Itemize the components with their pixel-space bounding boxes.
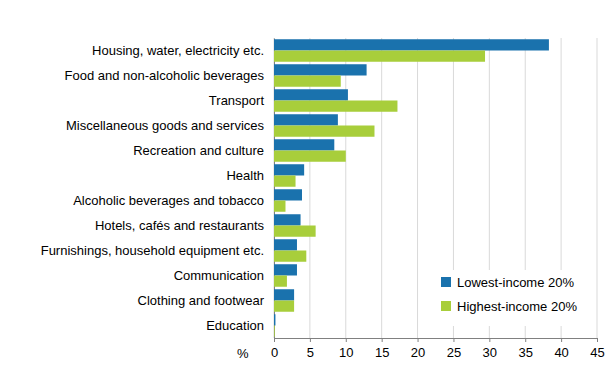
legend: Lowest-income 20% Highest-income 20% [433,270,591,326]
tick-mark [525,338,526,342]
tick-label: 10 [339,345,353,360]
tick-mark [346,338,347,342]
category-label: Furnishings, household equipment etc. [41,243,264,258]
tick-label: 35 [518,345,532,360]
legend-label: Highest-income 20% [457,299,577,314]
bar [274,239,297,250]
tick: Miscellaneous goods and services [66,118,274,133]
tick: 40 [554,338,568,360]
bar [274,51,485,62]
plot: 0 5 10 15 20 25 30 35 40 45 Housing, water, electr… [41,38,605,360]
grid-line [417,38,418,338]
bar [274,101,397,112]
legend-label: Lowest-income 20% [457,275,574,290]
tick-label: 20 [411,345,425,360]
grid-line [381,38,382,338]
bar [274,164,304,175]
bar [274,64,367,75]
tick-label: 30 [483,345,497,360]
tick: Health [226,168,274,183]
legend-background [433,270,591,326]
bar [274,126,374,137]
legend-entry: Lowest-income 20% [441,275,574,290]
bar [274,139,334,150]
bar [274,214,301,225]
category-label: Alcoholic beverages and tobacco [73,193,264,208]
bar [274,201,285,212]
tick: Food and non-alcoholic beverages [65,68,274,83]
tick: Furnishings, household equipment etc. [41,243,274,258]
bar [274,264,297,275]
tick: Hotels, cafés and restaurants [95,218,274,233]
tick-label: 45 [590,345,604,360]
category-label: Transport [209,93,265,108]
tick: Alcoholic beverages and tobacco [73,193,274,208]
bar [274,76,341,87]
category-label: Food and non-alcoholic beverages [65,68,265,83]
tick: 35 [518,338,532,360]
tick: 30 [483,338,497,360]
bar [274,301,294,312]
tick: Clothing and footwear [138,293,274,308]
tick: 0 [271,338,278,360]
tick: Communication [174,268,274,283]
grid-line [345,38,346,338]
tick: Transport [209,93,274,108]
tick-mark [418,338,419,342]
bar [274,226,316,237]
bar [274,276,287,287]
x-axis-line [275,339,598,343]
grid [274,38,597,338]
x-axis: 0 5 10 15 20 25 30 35 40 45 [271,338,605,360]
chart: 0 5 10 15 20 25 30 35 40 45 Housing, water, electr… [0,0,615,378]
tick-mark [489,338,490,342]
tick: 45 [590,338,604,360]
tick-label: 0 [271,345,278,360]
tick-label: 40 [554,345,568,360]
bar [274,39,549,50]
tick-mark [382,338,383,342]
category-label: Clothing and footwear [138,293,265,308]
tick-mark [453,338,454,342]
tick-label: 5 [307,345,314,360]
category-label: Health [226,168,264,183]
bar [274,151,346,162]
tick: Recreation and culture [133,143,274,158]
tick-mark [274,338,275,342]
tick-mark [597,338,598,342]
x-axis-label: % [237,346,249,361]
tick: Education [206,318,274,333]
tick-label: 25 [447,345,461,360]
grid-line [597,38,598,338]
tick: 25 [447,338,461,360]
tick-mark [561,338,562,342]
bar [274,114,338,125]
y-axis: Housing, water, electricity etc. Food and… [41,39,275,339]
bar [274,251,306,262]
category-label: Recreation and culture [133,143,264,158]
bar [274,314,275,325]
category-label: Miscellaneous goods and services [66,118,264,133]
bar [274,189,302,200]
tick: 5 [307,338,314,360]
category-label: Education [206,318,264,333]
tick: 10 [339,338,353,360]
category-label: Hotels, cafés and restaurants [95,218,265,233]
bar [274,176,296,187]
tick: 20 [411,338,425,360]
legend-swatch [441,277,451,287]
legend-swatch [441,301,451,311]
bar [274,89,348,100]
tick: Housing, water, electricity etc. [92,43,274,58]
category-label: Communication [174,268,264,283]
tick: 15 [375,338,389,360]
bar [274,326,275,337]
legend-entry: Highest-income 20% [441,299,577,314]
category-label: Housing, water, electricity etc. [92,43,264,58]
tick-mark [310,338,311,342]
bar [274,289,294,300]
tick-label: 15 [375,345,389,360]
